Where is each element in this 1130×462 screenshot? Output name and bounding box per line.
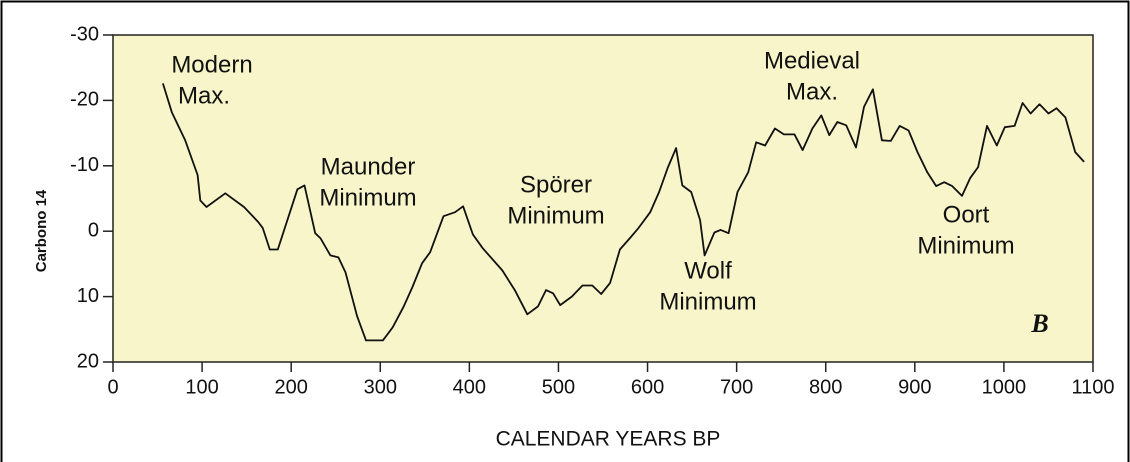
annotation: Maunder — [321, 153, 416, 180]
y-tick-label: -30 — [70, 23, 99, 45]
x-tick-label: 1000 — [982, 376, 1027, 398]
x-tick-label: 900 — [898, 376, 931, 398]
annotation: Minimum — [507, 202, 604, 229]
x-tick-label: 600 — [631, 376, 664, 398]
annotation: Max. — [786, 78, 838, 105]
x-tick-label: 300 — [364, 376, 397, 398]
y-tick-label: 20 — [77, 350, 99, 372]
x-tick-label: 700 — [720, 376, 753, 398]
x-tick-label: 500 — [542, 376, 575, 398]
x-tick-label: 100 — [185, 376, 218, 398]
annotation: Modern — [171, 51, 252, 78]
data-line — [162, 83, 1085, 342]
annotation: Medieval — [764, 47, 860, 74]
y-tick-label: 10 — [77, 285, 99, 307]
annotation: Minimum — [917, 232, 1014, 259]
plot-area — [112, 34, 1094, 363]
x-tick-label: 0 — [107, 376, 118, 398]
x-axis-label: CALENDAR YEARS BP — [496, 428, 721, 451]
y-tick-label: 0 — [88, 219, 99, 241]
x-tick-label: 400 — [453, 376, 486, 398]
annotation: Spörer — [520, 171, 592, 198]
x-tick-label: 800 — [809, 376, 842, 398]
y-tick-label: -20 — [70, 89, 99, 111]
x-tick-label: 200 — [274, 376, 307, 398]
annotation: Minimum — [659, 288, 756, 315]
panel-label: B — [1030, 309, 1048, 338]
y-axis-label: Carbono 14 — [33, 189, 50, 272]
annotation: Minimum — [319, 184, 416, 211]
y-tick-label: -10 — [70, 154, 99, 176]
x-tick-label: 1100 — [1071, 376, 1114, 398]
annotation: Wolf — [684, 257, 732, 284]
annotation: Max. — [178, 82, 230, 109]
annotation: Oort — [943, 201, 990, 228]
